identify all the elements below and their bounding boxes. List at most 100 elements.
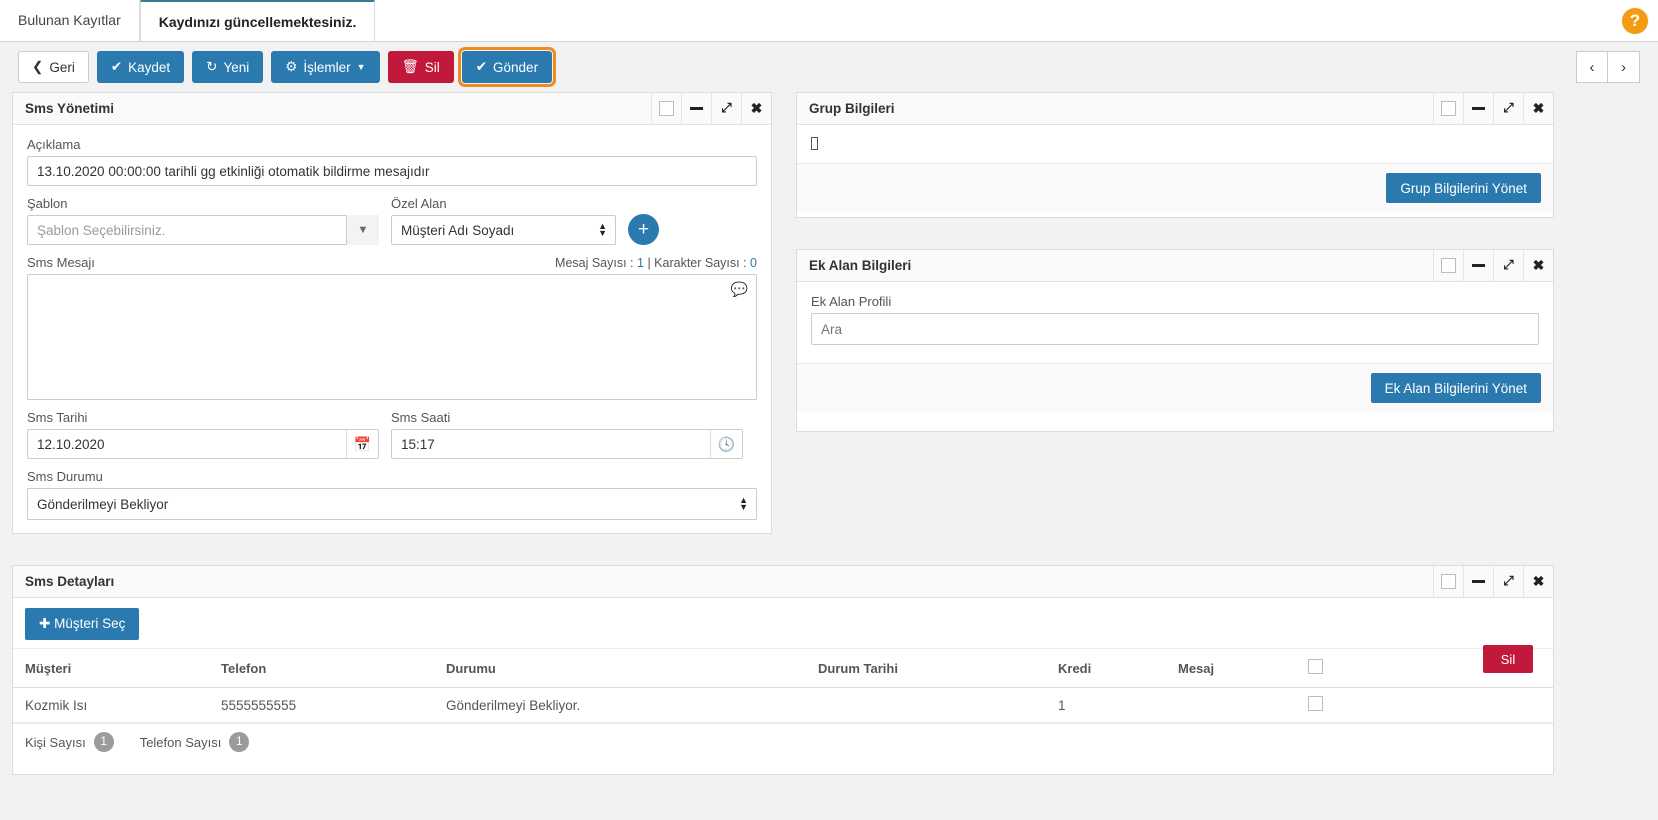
sms-durumu-field: Sms Durumu Gönderilmeyi Bekliyor ▲ ▼ — [27, 469, 757, 520]
counter-prefix: Mesaj Sayısı : — [555, 256, 638, 270]
minimize-icon[interactable] — [1463, 249, 1493, 281]
panel-title: Sms Detayları — [25, 574, 115, 589]
expand-icon[interactable]: ⤢ — [1493, 92, 1523, 124]
table-body: Kozmik Isı 5555555555 Gönderilmeyi Bekli… — [13, 687, 1553, 723]
help-icon[interactable]: ? — [1622, 8, 1648, 34]
actions-dropdown-button[interactable]: ⚙ İşlemler ▼ — [271, 51, 380, 83]
col-durumu: Durumu — [438, 649, 810, 688]
select-customer-label: Müşteri Seç — [54, 616, 126, 631]
add-button[interactable]: + — [628, 214, 659, 245]
refresh-icon: ↻ — [206, 59, 218, 74]
sms-durumu-select-wrap: Gönderilmeyi Bekliyor ▲ ▼ — [27, 488, 757, 520]
close-icon[interactable]: ✖ — [1523, 249, 1553, 281]
cell-row-checkbox — [1300, 687, 1420, 723]
new-button[interactable]: ↻ Yeni — [192, 51, 264, 83]
trash-icon: 🗑 — [401, 59, 419, 74]
panel-body: Açıklama 13.10.2020 00:00:00 tarihli gg … — [13, 125, 771, 534]
panel-header-tools: ⤢ ✖ — [1433, 565, 1553, 598]
missing-glyph-icon — [811, 137, 818, 151]
arrow-left-icon: ❮ — [32, 59, 44, 74]
table-delete-button[interactable]: Sil — [1483, 645, 1533, 673]
restore-icon[interactable] — [1433, 92, 1463, 124]
panel-header-tools: ⤢ ✖ — [1433, 92, 1553, 125]
calendar-icon[interactable]: 📅 — [346, 430, 378, 458]
next-record-button[interactable]: › — [1608, 51, 1640, 83]
kisi-sayisi-label: Kişi Sayısı — [25, 734, 86, 750]
sms-message-textarea[interactable]: 💬 — [27, 274, 757, 400]
sms-durumu-select[interactable]: Gönderilmeyi Bekliyor — [27, 488, 757, 520]
minimize-icon[interactable] — [681, 92, 711, 124]
row-checkbox[interactable] — [1308, 696, 1323, 711]
detay-table-wrap: Sil Müşteri Telefon Durumu Durum Tarihi … — [13, 645, 1553, 723]
send-button-label: Gönder — [493, 59, 539, 75]
expand-icon[interactable]: ⤢ — [711, 92, 741, 124]
ozel-alan-select-wrap: Müşteri Adı Soyadı ▲ ▼ — [391, 215, 616, 245]
comment-icon[interactable]: 💬 — [730, 281, 748, 297]
telefon-sayisi-badge: 1 — [229, 732, 250, 752]
ozel-alan-select[interactable]: Müşteri Adı Soyadı — [391, 215, 616, 245]
ek-alan-bilgileri-panel: Ek Alan Bilgileri ⤢ ✖ Ek Alan Profili Ek… — [796, 249, 1554, 432]
back-button[interactable]: ❮ Geri — [18, 51, 89, 83]
chevron-down-icon[interactable]: ▼ — [346, 215, 379, 245]
minimize-icon[interactable] — [1463, 92, 1493, 124]
table-header-row: Müşteri Telefon Durumu Durum Tarihi Kred… — [13, 649, 1553, 688]
new-button-label: Yeni — [223, 59, 250, 75]
prev-record-button[interactable]: ‹ — [1576, 51, 1608, 83]
delete-button[interactable]: 🗑 Sil — [387, 51, 454, 83]
cell-durumu: Gönderilmeyi Bekliyor. — [438, 687, 810, 723]
cell-durum-tarihi — [810, 687, 1050, 723]
tarih-saat-row: Sms Tarihi 12.10.2020 📅 Sms Saati 15:17 … — [27, 410, 757, 459]
send-button[interactable]: ✔ Gönder — [457, 47, 557, 87]
ozel-alan-field: Özel Alan Müşteri Adı Soyadı ▲ ▼ — [391, 196, 616, 245]
tab-kaydiniz-guncelleme[interactable]: Kaydınızı güncellemektesiniz. — [139, 0, 376, 41]
sms-saati-input-wrap: 15:17 🕓 — [391, 429, 743, 459]
cell-row-actions — [1420, 687, 1553, 723]
select-customer-button[interactable]: ✚ Müşteri Seç — [25, 608, 140, 640]
aciklama-field: Açıklama 13.10.2020 00:00:00 tarihli gg … — [27, 137, 757, 186]
select-all-checkbox[interactable] — [1308, 659, 1323, 674]
sms-saati-input[interactable]: 15:17 — [391, 429, 743, 459]
restore-icon[interactable] — [651, 92, 681, 124]
cell-kredi: 1 — [1050, 687, 1170, 723]
sms-durumu-label: Sms Durumu — [27, 469, 103, 484]
panel-header: Ek Alan Bilgileri ⤢ ✖ — [797, 249, 1553, 282]
manage-group-info-button[interactable]: Grup Bilgilerini Yönet — [1386, 173, 1541, 203]
sms-tarihi-label: Sms Tarihi — [27, 410, 88, 425]
sms-tarihi-input[interactable]: 12.10.2020 — [27, 429, 379, 459]
minimize-icon[interactable] — [1463, 565, 1493, 597]
close-icon[interactable]: ✖ — [741, 92, 771, 124]
clock-icon[interactable]: 🕓 — [710, 430, 742, 458]
message-count: 1 — [637, 256, 644, 270]
expand-icon[interactable]: ⤢ — [1493, 565, 1523, 597]
record-navigation: ‹ › — [1576, 51, 1640, 83]
close-icon[interactable]: ✖ — [1523, 92, 1553, 124]
gear-icon: ⚙ — [285, 59, 298, 74]
restore-icon[interactable] — [1433, 249, 1463, 281]
check-icon: ✔ — [475, 59, 488, 74]
sms-details-table: Müşteri Telefon Durumu Durum Tarihi Kred… — [13, 649, 1553, 723]
panel-title: Grup Bilgileri — [809, 101, 895, 116]
sms-saati-field: Sms Saati 15:17 🕓 — [391, 410, 743, 459]
mesaj-header-row: Sms Mesajı Mesaj Sayısı : 1 | Karakter S… — [27, 255, 757, 270]
restore-icon[interactable] — [1433, 565, 1463, 597]
save-button[interactable]: ✔ Kaydet — [96, 51, 185, 83]
table-row[interactable]: Kozmik Isı 5555555555 Gönderilmeyi Bekli… — [13, 687, 1553, 723]
ek-alan-search-input[interactable] — [811, 313, 1539, 345]
cell-mesaj — [1170, 687, 1300, 723]
expand-icon[interactable]: ⤢ — [1493, 249, 1523, 281]
sablon-select-wrap: Şablon Seçebilirsiniz. ▼ — [27, 215, 379, 245]
panel-header-tools: ⤢ ✖ — [1433, 249, 1553, 282]
sablon-select[interactable]: Şablon Seçebilirsiniz. — [27, 215, 379, 245]
sms-tarihi-field: Sms Tarihi 12.10.2020 📅 — [27, 410, 379, 459]
plus-icon: ✚ — [39, 616, 51, 631]
grup-bilgileri-body — [797, 125, 1553, 163]
close-icon[interactable]: ✖ — [1523, 565, 1553, 597]
actions-button-label: İşlemler — [303, 59, 351, 75]
detay-toolbar: ✚ Müşteri Seç — [13, 598, 1553, 649]
aciklama-input[interactable]: 13.10.2020 00:00:00 tarihli gg etkinliği… — [27, 156, 757, 186]
tab-strip-filler — [375, 0, 1658, 41]
sms-tarihi-input-wrap: 12.10.2020 📅 — [27, 429, 379, 459]
back-button-label: Geri — [49, 59, 75, 75]
manage-ek-alan-button[interactable]: Ek Alan Bilgilerini Yönet — [1370, 373, 1541, 403]
tab-bulunan-kayitlar[interactable]: Bulunan Kayıtlar — [0, 0, 140, 41]
